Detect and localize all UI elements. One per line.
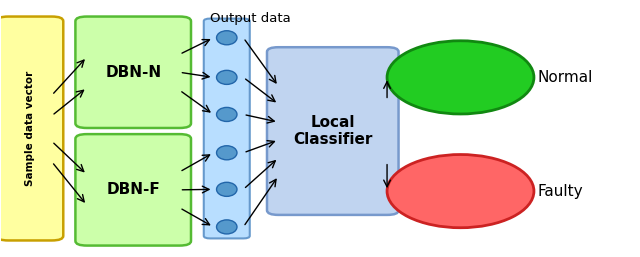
Ellipse shape <box>216 220 237 234</box>
Ellipse shape <box>216 182 237 196</box>
Text: Local
Classifier: Local Classifier <box>293 115 372 147</box>
Text: Normal: Normal <box>537 70 593 85</box>
FancyBboxPatch shape <box>76 16 191 128</box>
Text: DBN-N: DBN-N <box>105 65 161 80</box>
FancyBboxPatch shape <box>76 134 191 246</box>
Ellipse shape <box>387 154 534 228</box>
FancyBboxPatch shape <box>204 19 250 238</box>
FancyBboxPatch shape <box>0 16 63 241</box>
FancyBboxPatch shape <box>267 47 399 215</box>
Ellipse shape <box>216 107 237 122</box>
Ellipse shape <box>216 31 237 45</box>
Ellipse shape <box>216 70 237 84</box>
Text: Output data: Output data <box>210 12 291 25</box>
Ellipse shape <box>216 146 237 160</box>
Text: Faulty: Faulty <box>537 183 583 199</box>
Text: DBN-F: DBN-F <box>106 182 160 197</box>
Ellipse shape <box>387 41 534 114</box>
Text: Sample data vector: Sample data vector <box>25 71 35 186</box>
